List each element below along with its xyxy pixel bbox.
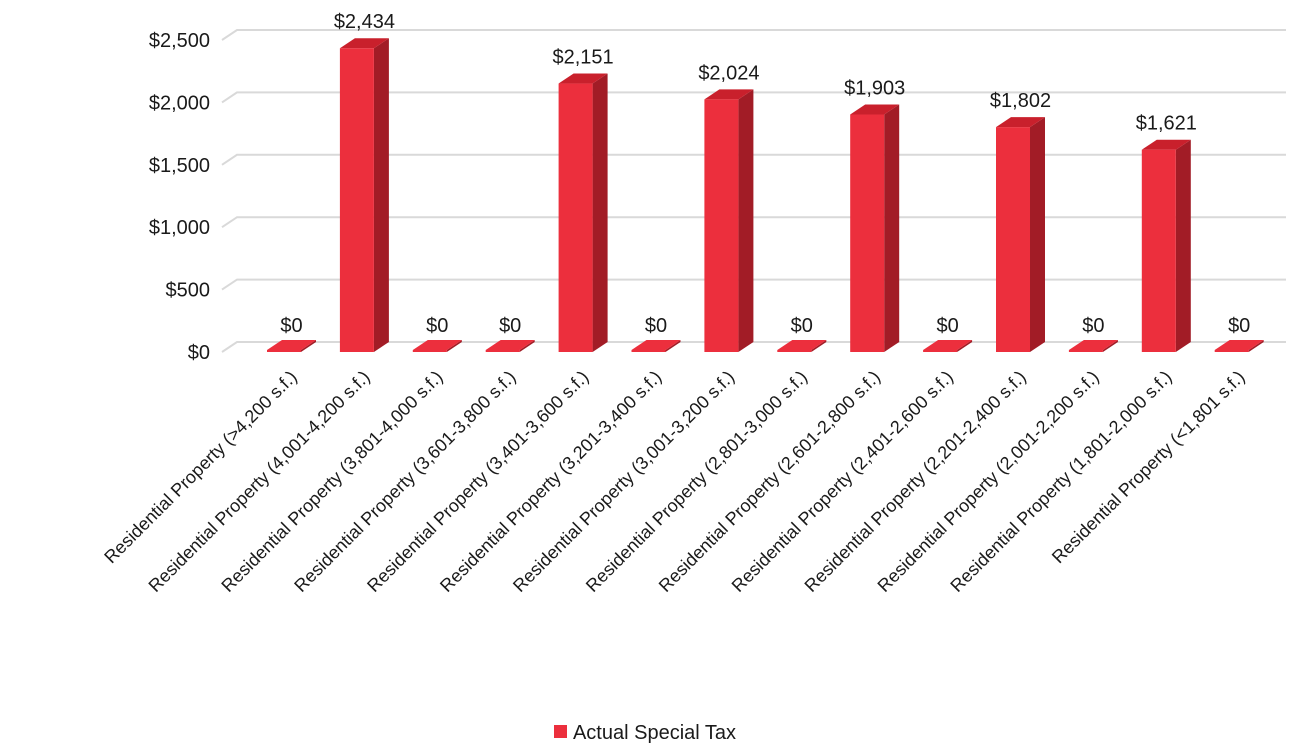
bar bbox=[631, 340, 681, 352]
data-label: $0 bbox=[1082, 315, 1104, 337]
data-label: $2,024 bbox=[698, 62, 759, 84]
data-label: $0 bbox=[936, 315, 958, 337]
y-tick-label: $0 bbox=[188, 342, 210, 364]
bar bbox=[850, 104, 900, 352]
legend: Actual Special Tax bbox=[0, 722, 1290, 745]
data-label: $2,151 bbox=[553, 47, 614, 69]
gridline bbox=[221, 278, 1286, 291]
bar bbox=[1068, 340, 1118, 352]
bar bbox=[558, 73, 608, 352]
gridline bbox=[221, 153, 1286, 166]
data-label: $1,802 bbox=[990, 90, 1051, 112]
gridline bbox=[221, 216, 1286, 229]
data-label: $2,434 bbox=[334, 11, 395, 33]
bar bbox=[267, 340, 316, 352]
x-axis-ticks: Residential Property (>4,200 s.f.)Reside… bbox=[100, 367, 1248, 596]
y-tick-label: $500 bbox=[166, 280, 211, 302]
y-tick-label: $1,000 bbox=[149, 217, 210, 239]
bar bbox=[996, 117, 1045, 352]
y-axis-ticks: $0 $500 $1,000 $1,500 $2,000 $2,500 bbox=[149, 30, 210, 364]
data-label: $0 bbox=[645, 315, 667, 337]
y-tick-label: $2,500 bbox=[149, 30, 210, 52]
gridline bbox=[221, 91, 1286, 104]
bar bbox=[923, 340, 973, 352]
data-label: $1,621 bbox=[1136, 113, 1197, 135]
data-label: $0 bbox=[499, 315, 521, 337]
bar bbox=[412, 340, 462, 352]
data-label: $0 bbox=[1228, 315, 1250, 337]
y-tick-label: $1,500 bbox=[149, 155, 210, 177]
data-label: $0 bbox=[791, 315, 813, 337]
bar bbox=[339, 38, 389, 352]
legend-label: Actual Special Tax bbox=[572, 722, 737, 745]
bar bbox=[1141, 139, 1191, 352]
gridline bbox=[221, 29, 1286, 41]
data-label: $1,903 bbox=[844, 78, 905, 100]
bar bbox=[704, 89, 754, 353]
data-labels: $0 $2,434 $0 $0 $2,151 $0 $2,024 $0 $1,903 $0 $1,8… bbox=[280, 11, 1250, 337]
bar bbox=[1214, 340, 1264, 352]
bar bbox=[485, 340, 535, 352]
bar bbox=[777, 340, 827, 352]
y-tick-label: $2,000 bbox=[149, 92, 210, 114]
legend-swatch bbox=[553, 725, 567, 739]
bars bbox=[267, 38, 1264, 353]
data-label: $0 bbox=[426, 315, 448, 337]
data-label: $0 bbox=[280, 315, 302, 337]
